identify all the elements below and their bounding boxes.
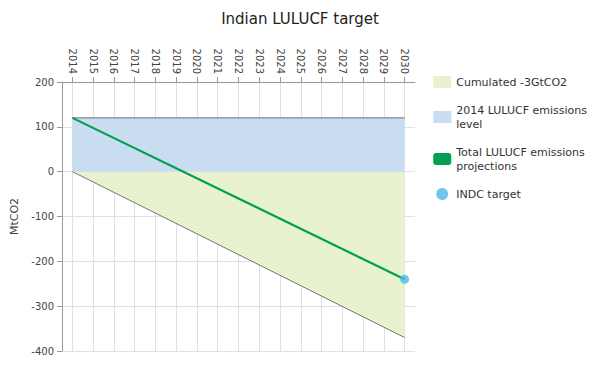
svg-text:2015: 2015 (88, 49, 99, 74)
svg-text:MtCO2: MtCO2 (8, 198, 21, 235)
svg-text:100: 100 (35, 121, 54, 132)
svg-text:INDC target: INDC target (456, 188, 521, 201)
svg-text:2028: 2028 (358, 49, 369, 74)
svg-text:-200: -200 (31, 256, 54, 267)
svg-text:2019: 2019 (171, 49, 182, 74)
svg-text:2022: 2022 (233, 49, 244, 74)
svg-text:2017: 2017 (129, 49, 140, 74)
svg-text:2016: 2016 (108, 49, 119, 74)
svg-text:projections: projections (456, 160, 517, 173)
svg-text:Cumulated -3GtCO2: Cumulated -3GtCO2 (456, 76, 567, 89)
svg-text:2025: 2025 (295, 49, 306, 74)
svg-text:Indian LULUCF target: Indian LULUCF target (221, 10, 379, 28)
svg-text:2024: 2024 (275, 49, 286, 74)
svg-text:-400: -400 (31, 346, 54, 357)
svg-text:200: 200 (35, 77, 54, 88)
svg-text:2026: 2026 (316, 49, 327, 74)
svg-text:2014 LULUCF emissions: 2014 LULUCF emissions (456, 104, 587, 117)
svg-text:2020: 2020 (191, 49, 202, 74)
svg-text:0: 0 (48, 166, 54, 177)
svg-text:level: level (456, 118, 482, 131)
svg-text:-100: -100 (31, 211, 54, 222)
svg-text:2021: 2021 (212, 49, 223, 74)
svg-text:2023: 2023 (254, 49, 265, 74)
svg-text:2018: 2018 (150, 49, 161, 74)
svg-text:2030: 2030 (399, 49, 410, 74)
svg-text:2027: 2027 (337, 49, 348, 74)
svg-text:2029: 2029 (378, 49, 389, 74)
svg-text:Total LULUCF emissions: Total LULUCF emissions (455, 146, 585, 159)
svg-text:2014: 2014 (67, 49, 78, 74)
svg-text:-300: -300 (31, 301, 54, 312)
